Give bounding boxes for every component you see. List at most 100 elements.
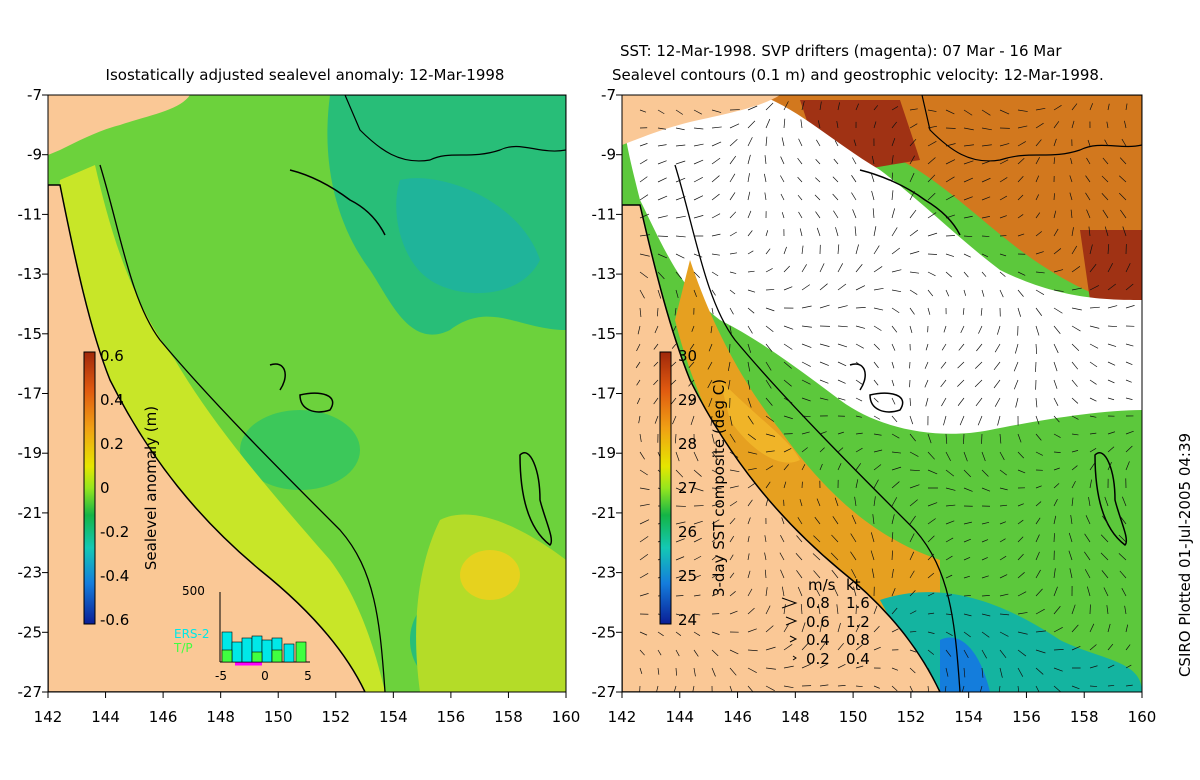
velocity-arrow: [675, 575, 684, 579]
histogram-tp-label: T/P: [173, 641, 193, 655]
velocity-arrow: [1035, 685, 1040, 692]
velocity-arrow: [1107, 623, 1111, 633]
velocity-arrow: [1035, 343, 1038, 354]
velocity-arrow: [854, 226, 857, 237]
velocity-arrow: [780, 156, 785, 165]
velocity-arrow: [729, 451, 739, 458]
histogram-bar: [261, 639, 273, 663]
velocity-arrow: [851, 175, 857, 183]
x-tick-label: 160: [552, 708, 581, 726]
velocity-arrow: [963, 649, 969, 658]
velocity-arrow: [765, 289, 775, 291]
velocity-arrow: [1122, 226, 1127, 237]
velocity-arrow: [764, 192, 767, 201]
velocity-arrow: [999, 593, 1009, 597]
velocity-arrow: [693, 631, 701, 637]
velocity-arrow: [729, 139, 738, 147]
velocity-arrow: [1120, 209, 1127, 219]
velocity-arrow: [801, 343, 812, 348]
histogram-bar: [271, 649, 283, 663]
velocity-arrow: [1104, 139, 1109, 147]
velocity-arrow: [1089, 379, 1097, 385]
left-colorbar-tick-label: 0.4: [100, 391, 124, 409]
velocity-arrow: [981, 469, 989, 477]
velocity-arrow: [837, 263, 844, 273]
velocity-arrow: [891, 550, 893, 561]
velocity-arrow: [927, 192, 936, 201]
velocity-arrow: [998, 685, 1001, 692]
velocity-arrow: [1071, 604, 1076, 615]
velocity-arrow: [927, 518, 936, 525]
histogram-xtick-label: 5: [304, 669, 312, 683]
velocity-arrow: [765, 605, 771, 615]
velocity-arrow: [711, 433, 715, 444]
velocity-arrow: [765, 433, 776, 437]
velocity-arrow: [873, 397, 879, 403]
velocity-arrow: [981, 594, 990, 597]
velocity-arrow: [1104, 496, 1109, 507]
velocity-arrow: [765, 230, 769, 237]
velocity-arrow: [781, 586, 785, 597]
velocity-arrow: [783, 361, 792, 369]
velocity-arrow: [1035, 271, 1045, 274]
velocity-arrow: [729, 252, 738, 255]
right-coast-north: [921, 95, 1142, 162]
velocity-arrow: [815, 211, 821, 219]
velocity-arrow: [945, 176, 955, 183]
velocity-arrow: [781, 137, 785, 147]
velocity-arrow: [1053, 627, 1063, 633]
velocity-arrow: [994, 397, 1001, 407]
velocity-arrow: [1107, 263, 1114, 273]
velocity-arrow: [765, 343, 773, 352]
velocity-arrow: [1102, 157, 1109, 165]
velocity-arrow: [833, 586, 839, 597]
velocity-arrow: [765, 136, 768, 147]
velocity-arrow: [873, 361, 879, 369]
velocity-arrow: [800, 119, 803, 129]
y-tick-label: -19: [592, 444, 617, 462]
velocity-arrow: [851, 569, 857, 579]
velocity-arrow: [1017, 612, 1028, 615]
velocity-arrow: [945, 537, 954, 543]
velocity-arrow: [693, 555, 702, 561]
velocity-arrow: [819, 684, 829, 687]
velocity-arrow: [675, 433, 677, 444]
velocity-arrow: [891, 307, 900, 314]
velocity-arrow: [1069, 192, 1073, 201]
velocity-arrow: [962, 307, 965, 315]
velocity-arrow: [711, 555, 718, 561]
velocity-arrow: [870, 532, 875, 543]
x-tick-label: 152: [321, 708, 350, 726]
velocity-arrow: [837, 685, 846, 687]
velocity-arrow: [693, 649, 699, 657]
velocity-arrow: [1035, 251, 1044, 255]
velocity-arrow: [1035, 361, 1037, 372]
velocity-arrow: [1089, 463, 1095, 471]
velocity-arrow: [798, 211, 803, 219]
velocity-arrow: [960, 325, 965, 334]
velocity-arrow: [963, 289, 967, 296]
y-tick-label: -19: [18, 444, 43, 462]
velocity-arrow: [710, 325, 713, 334]
velocity-arrow: [711, 109, 722, 113]
velocity-arrow: [927, 253, 938, 255]
velocity-arrow: [765, 415, 775, 422]
velocity-arrow: [814, 516, 821, 525]
velocity-arrow: [891, 106, 899, 111]
velocity-arrow: [693, 537, 702, 543]
velocity-arrow: [997, 415, 1001, 426]
velocity-arrow: [945, 253, 955, 257]
velocity-arrow: [981, 631, 990, 638]
velocity-arrow: [693, 613, 701, 616]
velocity-arrow: [891, 497, 898, 507]
velocity-arrow: [927, 307, 931, 315]
velocity-arrow: [1035, 212, 1041, 219]
velocity-arrow: [1101, 175, 1109, 183]
y-tick-label: -7: [27, 86, 42, 104]
velocity-arrow: [1102, 515, 1109, 525]
velocity-arrow: [999, 631, 1009, 637]
velocity-arrow: [1119, 175, 1127, 183]
velocity-arrow: [1035, 667, 1044, 675]
velocity-arrow: [855, 307, 866, 309]
velocity-arrow: [747, 649, 758, 652]
